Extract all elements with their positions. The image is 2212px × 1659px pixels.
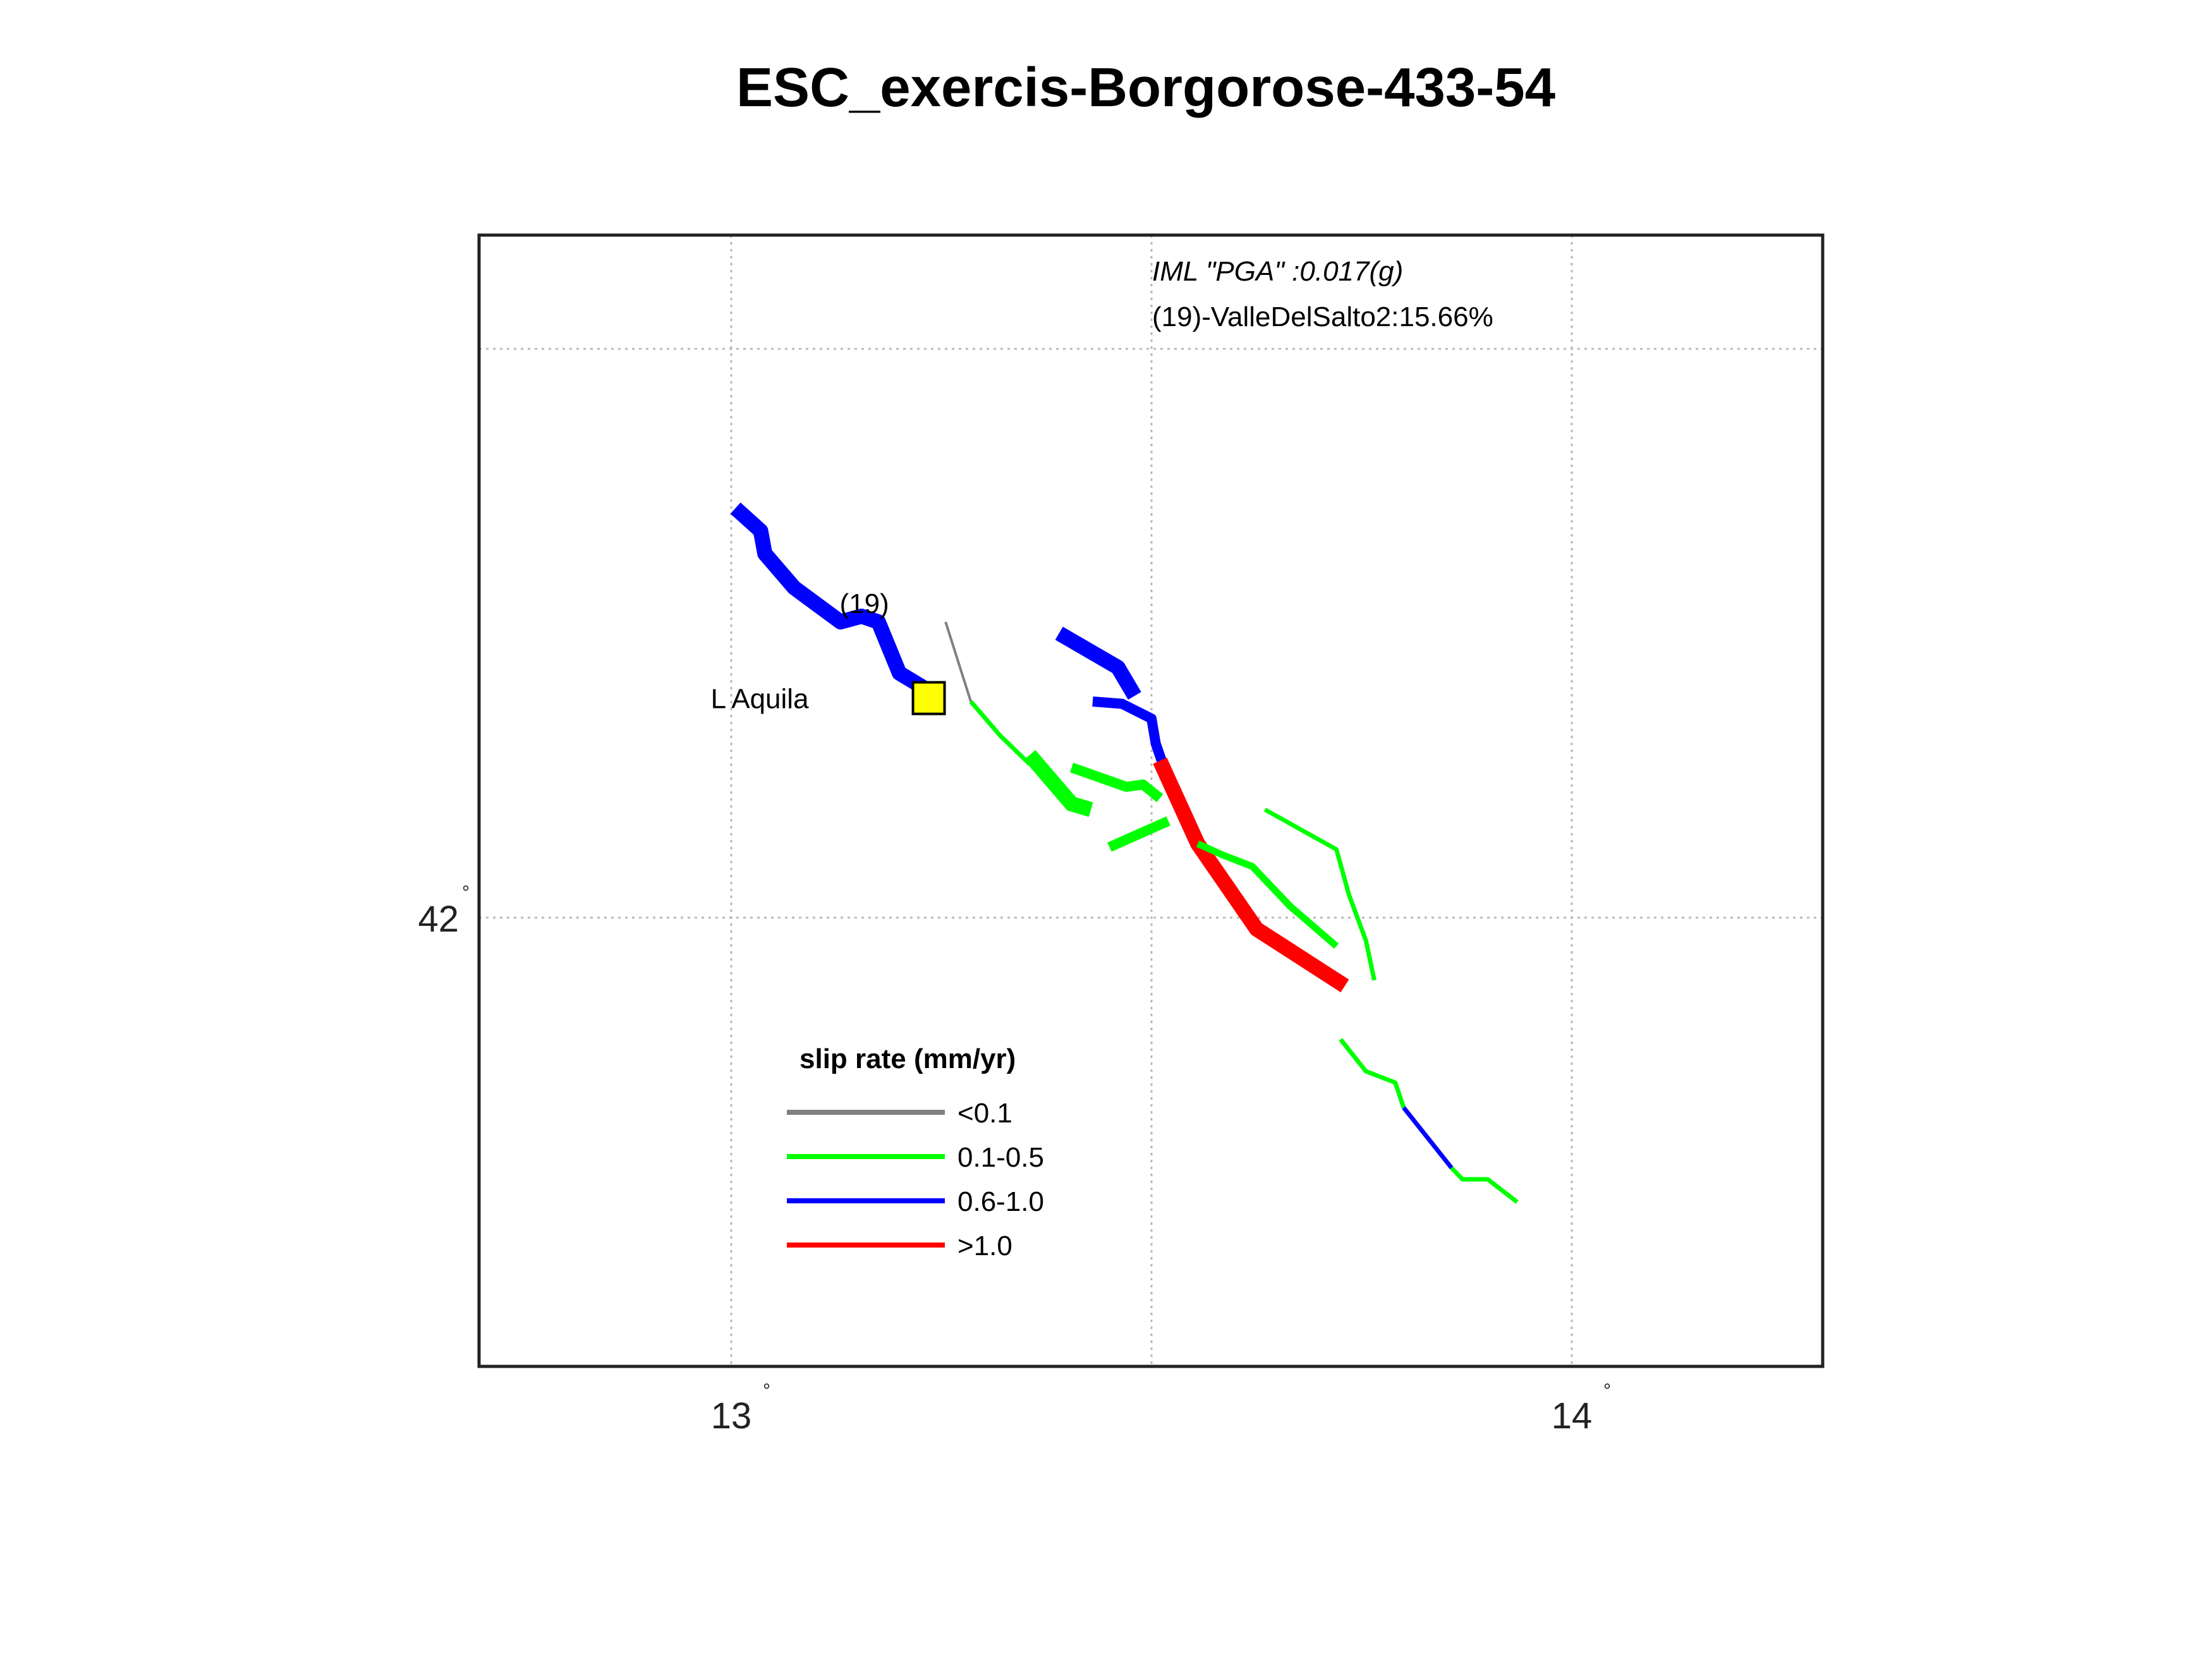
source-annotation: (19)-ValleDelSalto2:15.66% [1152, 301, 1493, 332]
plot-frame [477, 233, 1825, 1368]
x-tick-degree: ° [763, 1380, 770, 1401]
fault-trace-green-mid-2 [1107, 816, 1170, 852]
fault-trace-green-long [969, 700, 1031, 766]
y-tick-degree: ° [462, 882, 470, 903]
fault-trace-green-s2 [1450, 1166, 1519, 1204]
fault-trace-blue-nw [730, 502, 941, 703]
site-label: L Aquila [711, 684, 809, 715]
fault-trace-green-thick-1 [1024, 750, 1093, 817]
legend: slip rate (mm/yr) <0.1 0.1-0.5 0.6-1.0 >1.0 [787, 1043, 1044, 1261]
iml-annotation: IML "PGA" :0.017(g) [1152, 256, 1403, 287]
fault-trace-gray-1 [944, 621, 973, 702]
x-tick-degree: ° [1603, 1380, 1611, 1401]
x-tick-label: 13 [711, 1395, 752, 1437]
fault-trace-green-mid-1 [1069, 762, 1164, 803]
fault-trace-green-s1 [1339, 1038, 1406, 1109]
legend-label: >1.0 [957, 1231, 1012, 1261]
x-axis-ticks: 13 ° 14 ° [711, 1380, 1611, 1437]
legend-label: 0.1-0.5 [957, 1142, 1044, 1173]
fault-trace-blue-ne [1055, 626, 1141, 700]
chart-title: ESC_exercis-Borgorose-433-54 [736, 57, 1555, 118]
site-marker [911, 681, 946, 715]
legend-label: 0.6-1.0 [957, 1186, 1044, 1217]
fault-trace-green-e2 [1263, 807, 1376, 981]
fault-trace-red-main [1153, 757, 1349, 993]
y-axis-ticks: 42° [418, 882, 470, 940]
x-tick-label: 14 [1552, 1395, 1593, 1437]
fault-trace-green-e1 [1196, 840, 1339, 949]
fault-traces [730, 502, 1519, 1204]
legend-title: slip rate (mm/yr) [799, 1043, 1016, 1074]
gridlines [479, 235, 1823, 1366]
fault-trace-blue-s [1402, 1106, 1454, 1170]
fault-label: (19) [840, 588, 889, 619]
fault-trace-blue-mid [1092, 696, 1167, 763]
legend-label: <0.1 [957, 1098, 1012, 1129]
y-tick-label: 42 [418, 899, 459, 940]
